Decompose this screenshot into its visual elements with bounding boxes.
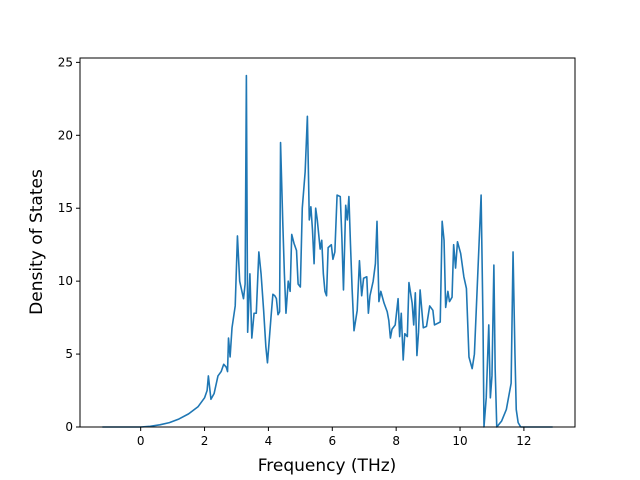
x-tick-label: 2 [201,434,209,448]
density-line [102,74,553,428]
y-tick-label: 25 [58,55,73,69]
plot-frame [79,57,576,428]
y-axis-label: Density of States [27,169,47,315]
y-tick-label: 5 [65,347,73,361]
y-tick-label: 20 [58,128,73,142]
y-tick-label: 0 [65,420,73,434]
x-tick-label: 6 [328,434,336,448]
x-tick-label: 0 [137,434,145,448]
x-tick-label: 12 [516,434,531,448]
x-axis-label: Frequency (THz) [258,456,397,476]
y-tick-label: 10 [58,274,73,288]
x-tick-label: 10 [452,434,467,448]
y-tick-label: 15 [58,201,73,215]
x-tick-label: 8 [392,434,400,448]
x-tick-label: 4 [265,434,273,448]
